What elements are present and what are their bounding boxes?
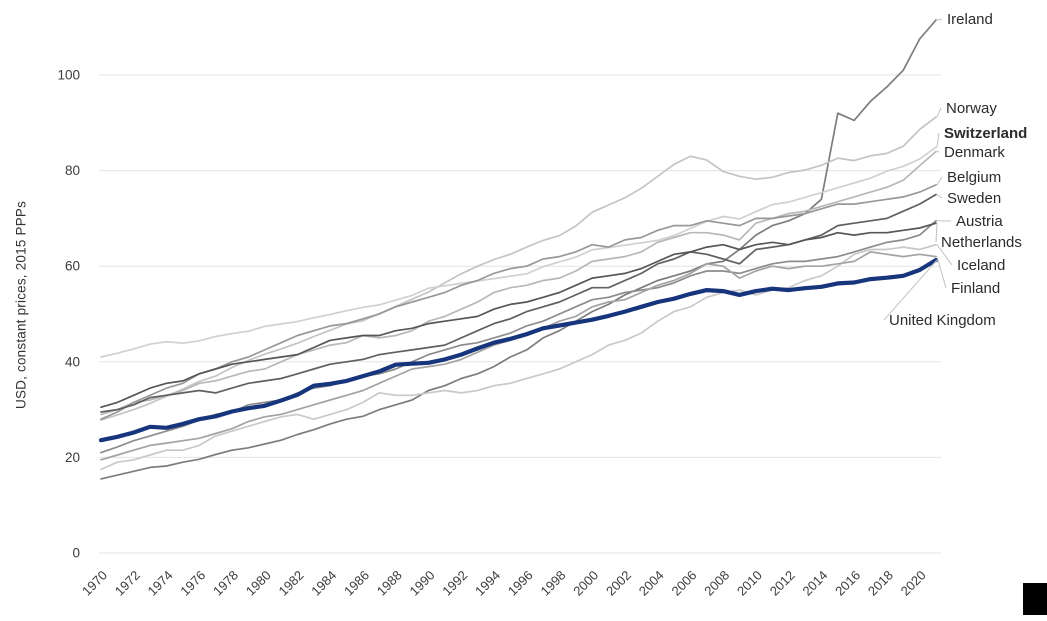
x-tick-label: 2014 bbox=[799, 568, 830, 599]
series-line-finland bbox=[100, 251, 937, 461]
x-tick-label: 1978 bbox=[210, 568, 241, 599]
series-line-united-kingdom bbox=[98, 257, 939, 443]
series-label-iceland: Iceland bbox=[957, 257, 1005, 274]
series-label-united-kingdom: United Kingdom bbox=[889, 312, 996, 329]
y-tick-label: 20 bbox=[65, 450, 80, 465]
x-tick-label: 1982 bbox=[276, 568, 307, 599]
x-tick-label: 2006 bbox=[668, 568, 699, 599]
x-tick-label: 1980 bbox=[243, 568, 274, 599]
x-tick-label: 1972 bbox=[112, 568, 143, 599]
x-tick-label: 1976 bbox=[177, 568, 208, 599]
series-label-austria: Austria bbox=[956, 213, 1003, 230]
x-tick-label: 1994 bbox=[472, 568, 503, 599]
series-label-denmark: Denmark bbox=[944, 144, 1005, 161]
label-leader-united-kingdom bbox=[883, 259, 938, 321]
x-tick-label: 2004 bbox=[636, 568, 667, 599]
x-tick-label: 1974 bbox=[145, 568, 176, 599]
x-tick-label: 1988 bbox=[374, 568, 405, 599]
x-tick-label: 2002 bbox=[603, 568, 634, 599]
label-leader-denmark bbox=[936, 151, 940, 153]
label-leader-ireland bbox=[936, 18, 943, 21]
label-leader-belgium bbox=[936, 176, 943, 186]
label-leader-norway bbox=[936, 107, 942, 118]
series-label-belgium: Belgium bbox=[947, 169, 1001, 186]
label-leader-switzerland bbox=[936, 132, 940, 148]
y-tick-label: 100 bbox=[57, 68, 80, 83]
y-tick-label: 40 bbox=[65, 354, 80, 369]
series-label-finland: Finland bbox=[951, 280, 1000, 297]
x-tick-label: 2008 bbox=[701, 568, 732, 599]
x-tick-label: 2018 bbox=[865, 568, 896, 599]
series-line-ireland bbox=[100, 19, 937, 480]
label-leader-netherlands bbox=[935, 223, 938, 243]
y-tick-label: 60 bbox=[65, 259, 80, 274]
x-tick-label: 2010 bbox=[734, 568, 765, 599]
x-tick-label: 1990 bbox=[407, 568, 438, 599]
label-leader-sweden bbox=[936, 194, 943, 199]
series-line-denmark bbox=[100, 150, 937, 416]
series-line-norway bbox=[100, 116, 937, 421]
series-line-belgium bbox=[100, 184, 937, 421]
x-tick-label: 2000 bbox=[570, 568, 601, 599]
y-tick-label: 80 bbox=[65, 163, 80, 178]
series-label-switzerland: Switzerland bbox=[944, 125, 1027, 142]
series-line-switzerland bbox=[100, 146, 937, 358]
x-tick-label: 1996 bbox=[505, 568, 536, 599]
y-tick-label: 0 bbox=[72, 546, 80, 561]
series-line-netherlands bbox=[100, 222, 937, 409]
x-tick-label: 1998 bbox=[537, 568, 568, 599]
series-line-iceland bbox=[100, 243, 937, 471]
series-label-netherlands: Netherlands bbox=[941, 234, 1022, 251]
label-leader-finland bbox=[936, 256, 947, 289]
x-tick-label: 1970 bbox=[79, 568, 110, 599]
series-label-sweden: Sweden bbox=[947, 190, 1001, 207]
series-label-norway: Norway bbox=[946, 100, 997, 117]
x-tick-label: 2016 bbox=[832, 568, 863, 599]
x-tick-label: 1986 bbox=[341, 568, 372, 599]
y-axis-title: USD, constant prices, 2015 PPPs bbox=[13, 200, 29, 410]
series-label-ireland: Ireland bbox=[947, 11, 993, 28]
label-leader-iceland bbox=[936, 244, 953, 266]
x-tick-label: 2012 bbox=[767, 568, 798, 599]
black-corner-mark bbox=[1023, 583, 1047, 615]
x-tick-label: 1984 bbox=[308, 568, 339, 599]
x-tick-label: 1992 bbox=[439, 568, 470, 599]
x-tick-label: 2020 bbox=[898, 568, 929, 599]
